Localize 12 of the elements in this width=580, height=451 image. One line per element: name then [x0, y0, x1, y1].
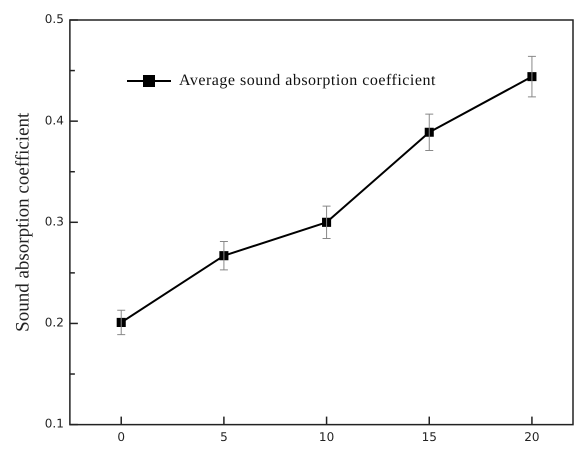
x-tick-label: 20 [524, 430, 540, 444]
y-tick-label: 0.5 [44, 12, 64, 26]
y-tick-label: 0.2 [44, 316, 64, 330]
legend-label: Average sound absorption coefficient [179, 72, 436, 90]
x-tick-label: 5 [220, 430, 228, 444]
x-tick-label: 10 [318, 430, 334, 444]
y-axis-title: Sound absorption coefficient [12, 112, 34, 332]
y-tick-label: 0.3 [44, 214, 64, 228]
x-tick-label: 15 [422, 430, 437, 444]
x-tick-label: 0 [117, 430, 126, 444]
y-tick-label: 0.4 [44, 113, 64, 128]
y-tick-label: 0.1 [44, 416, 64, 431]
